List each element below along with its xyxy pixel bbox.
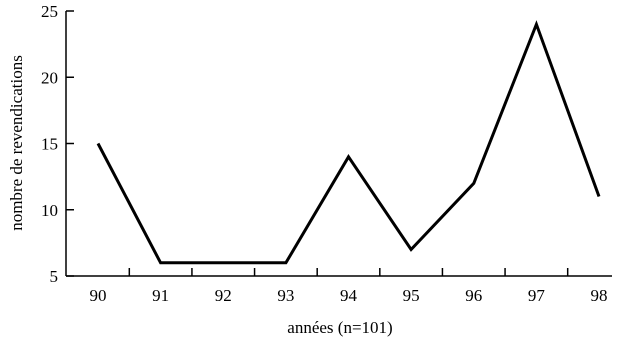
y-axis-title: nombre de revendications [7, 55, 26, 231]
x-tick-label: 97 [528, 286, 546, 305]
x-tick-label: 98 [591, 286, 608, 305]
x-tick-label: 92 [215, 286, 232, 305]
y-tick-label: 10 [41, 201, 58, 220]
series-line [96, 20, 601, 265]
x-axis: 90 91 92 93 94 95 96 97 98 [66, 268, 612, 305]
x-tick-label: 90 [90, 286, 107, 305]
y-tick-label: 5 [50, 267, 59, 286]
x-tick-label: 91 [152, 286, 169, 305]
x-tick-label: 95 [403, 286, 420, 305]
x-tick-label: 93 [277, 286, 294, 305]
y-axis: 5 10 15 20 25 [41, 2, 74, 286]
x-axis-title: années (n=101) [287, 318, 392, 337]
y-tick-label: 15 [41, 135, 58, 154]
y-tick-label: 25 [41, 2, 58, 21]
x-tick-label: 94 [340, 286, 358, 305]
x-tick-label: 96 [465, 286, 482, 305]
y-tick-label: 20 [41, 68, 58, 87]
series-layer [96, 20, 601, 265]
